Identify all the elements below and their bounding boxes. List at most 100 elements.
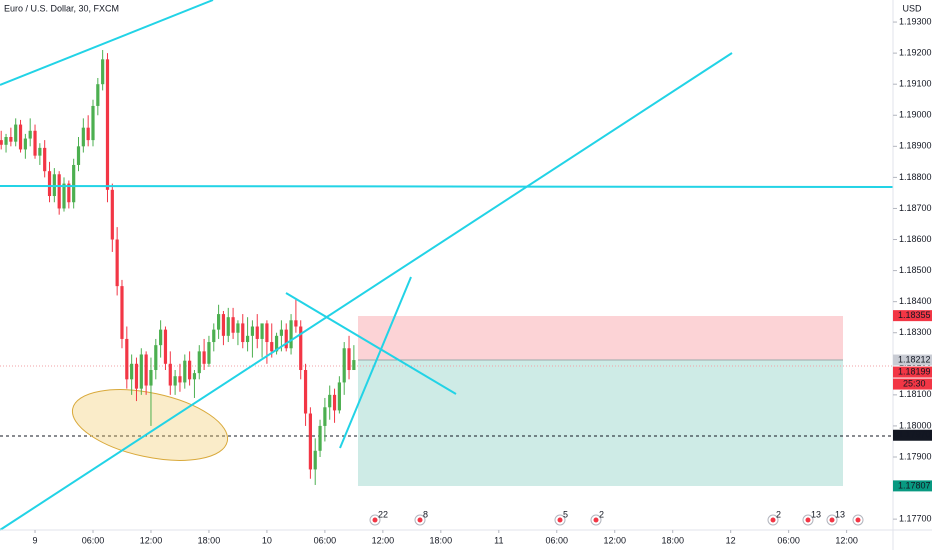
candle-body	[130, 363, 134, 380]
candle-body	[294, 320, 298, 327]
y-tick-label: 1.18100	[899, 389, 932, 399]
x-tick-label: 11	[494, 535, 503, 545]
candle-body	[270, 342, 274, 352]
candle-body	[245, 335, 250, 343]
price-label: 1.18212	[898, 354, 931, 364]
candle-body	[43, 147, 47, 172]
candle-body	[226, 317, 230, 336]
candle-body	[62, 183, 66, 209]
candle-body	[159, 329, 163, 346]
candle-body	[241, 323, 245, 343]
candle-body	[173, 376, 177, 386]
event-count: 2	[599, 509, 604, 519]
candle-body	[0, 140, 3, 145]
trendline	[0, 0, 214, 86]
candle-body	[197, 351, 201, 374]
candle-body	[342, 348, 346, 383]
event-flag	[417, 517, 423, 523]
candle-body	[212, 329, 216, 343]
candle-body	[38, 147, 42, 156]
x-tick-label: 06:00	[314, 535, 337, 545]
candle-body	[178, 376, 182, 383]
y-tick-label: 1.18600	[899, 234, 932, 244]
candle-body	[4, 137, 8, 145]
x-tick-label: 12:00	[140, 535, 163, 545]
event-flag	[557, 517, 563, 523]
y-tick-label: 1.18300	[899, 327, 932, 337]
x-tick-label: 12:00	[372, 535, 395, 545]
candle-body	[299, 326, 303, 371]
price-label: 1.18355	[898, 310, 931, 320]
candle-body	[105, 59, 110, 190]
candle-body	[33, 130, 37, 156]
candle-body	[134, 363, 139, 389]
event-count: 22	[378, 509, 388, 519]
event-count: 5	[563, 509, 568, 519]
candle-body	[318, 425, 322, 451]
candles	[0, 50, 356, 485]
price-label-bg	[893, 366, 932, 378]
price-label-bg	[893, 480, 932, 492]
candle-body	[183, 360, 187, 383]
candle-body	[91, 105, 95, 141]
candle-body	[284, 329, 288, 349]
candle-body	[313, 450, 317, 470]
candle-body	[57, 174, 61, 209]
y-tick-label: 1.17700	[899, 514, 932, 524]
candle-body	[332, 394, 337, 411]
candle-body	[231, 317, 235, 333]
candle-body	[347, 348, 351, 371]
candle-body	[28, 130, 32, 139]
trendline	[285, 292, 457, 395]
y-tick-label: 1.19100	[899, 79, 932, 89]
trendline	[339, 276, 412, 449]
candle-body	[149, 370, 153, 386]
x-tick-label: 06:00	[777, 535, 800, 545]
candle-body	[274, 335, 279, 352]
candle-body	[337, 382, 341, 411]
trendline	[0, 52, 733, 531]
candle-body	[265, 323, 269, 343]
candle-body	[14, 124, 18, 142]
candle-body	[67, 183, 71, 203]
candle-body	[125, 338, 129, 380]
target-zone	[358, 360, 843, 486]
y-tick-label: 1.18900	[899, 141, 932, 151]
candle-body	[236, 323, 240, 333]
event-flag	[855, 517, 861, 523]
candle-body	[221, 314, 226, 336]
y-tick-label: 1.18800	[899, 172, 932, 182]
candle-body	[9, 137, 13, 142]
candle-body	[101, 59, 105, 85]
x-tick-label: 18:00	[430, 535, 453, 545]
event-flag	[593, 517, 599, 523]
candle-body	[250, 326, 255, 336]
y-tick-label: 1.18700	[899, 203, 932, 213]
horizontal-line	[0, 185, 894, 188]
candle-body	[352, 360, 356, 371]
event-flag	[770, 517, 776, 523]
candle-body	[308, 413, 312, 470]
countdown-bg	[893, 378, 932, 390]
candle-body	[120, 286, 124, 339]
trendlines	[0, 0, 894, 531]
candle-body	[139, 354, 143, 389]
y-tick-label: 1.19000	[899, 110, 932, 120]
candle-body	[279, 329, 284, 336]
drawings	[0, 316, 893, 486]
x-tick-label: 06:00	[546, 535, 569, 545]
event-flag	[372, 517, 378, 523]
price-label: 1.17807	[898, 480, 931, 490]
y-tick-label: 1.18000	[899, 420, 932, 430]
candle-body	[96, 84, 100, 106]
candle-body	[260, 323, 264, 339]
candle-body	[207, 342, 211, 364]
price-label-bg	[893, 429, 932, 441]
candle-body	[323, 407, 327, 426]
y-tick-label: 1.19200	[899, 47, 932, 57]
candle-body	[168, 363, 172, 386]
x-tick-label: 9	[33, 535, 38, 545]
y-tick-label: 1.18500	[899, 265, 932, 275]
candle-body	[303, 370, 308, 414]
